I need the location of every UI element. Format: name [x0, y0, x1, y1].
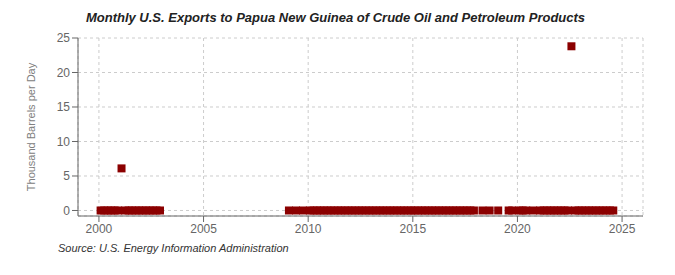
svg-text:0: 0 [63, 204, 70, 218]
html-text:Monthly U.S. Exports to Papua: Monthly U.S. Exports to Papua New Guinea… [85, 10, 586, 25]
svg-text:2005: 2005 [190, 222, 217, 236]
svg-text:15: 15 [57, 100, 71, 114]
svg-text:2010: 2010 [295, 222, 322, 236]
svg-text:Thousand Barrels per Day: Thousand Barrels per Day [25, 62, 37, 191]
svg-text:2025: 2025 [609, 222, 636, 236]
svg-text:5: 5 [63, 169, 70, 183]
svg-text:2000: 2000 [86, 222, 113, 236]
html-text:Source: U.S. Energy Informatio: Source: U.S. Energy Information Administ… [58, 242, 289, 254]
svg-text:25: 25 [57, 31, 71, 45]
svg-text:20: 20 [57, 66, 71, 80]
svg-text:10: 10 [57, 135, 71, 149]
svg-text:2020: 2020 [504, 222, 531, 236]
svg-text:2015: 2015 [399, 222, 426, 236]
